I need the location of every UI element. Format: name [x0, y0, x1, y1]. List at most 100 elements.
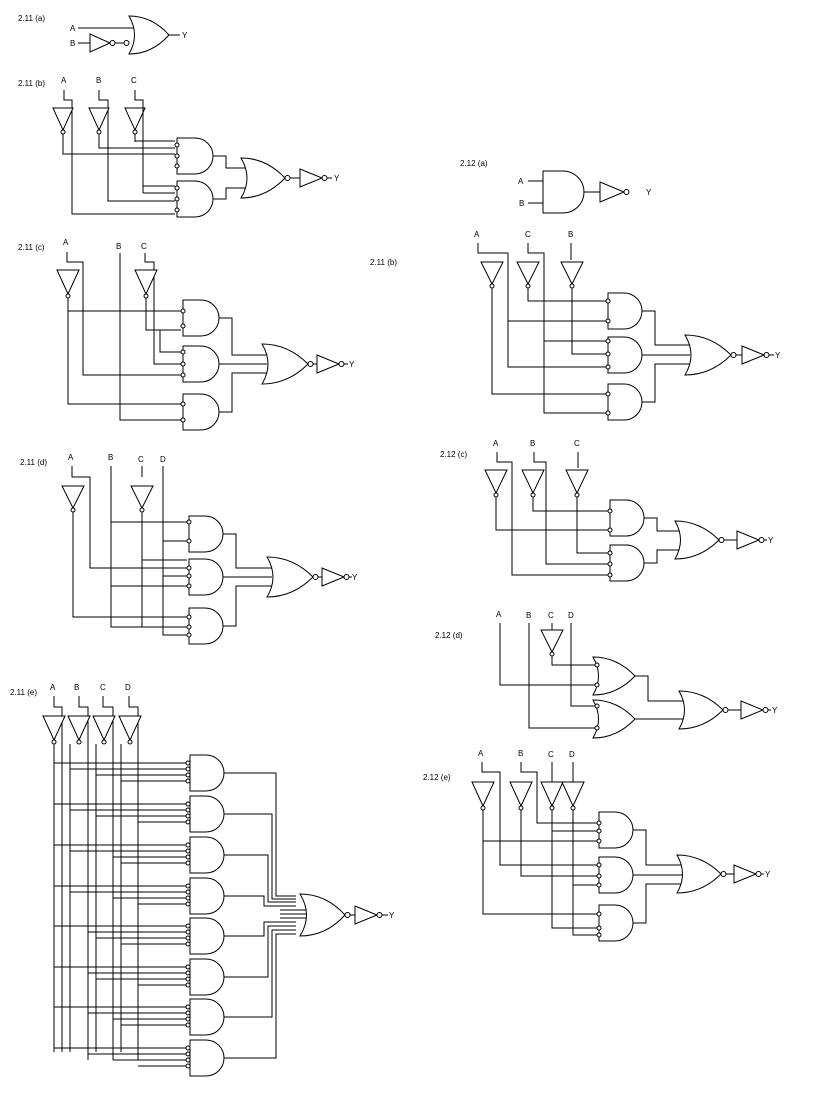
output-y-label: Y	[772, 706, 778, 715]
input-a-label: A	[474, 230, 480, 239]
inversion-bubble-icon	[185, 941, 191, 947]
caption-2-12-e: 2.12 (e)	[423, 773, 451, 782]
input-d-label: D	[568, 611, 574, 620]
input-c-label: C	[100, 683, 106, 692]
inversion-bubble-icon	[185, 1051, 191, 1057]
and-gate-icon	[189, 917, 225, 955]
input-b-label: B	[568, 230, 573, 239]
inversion-bubble-icon	[185, 982, 191, 988]
caption-2-11-a: 2.11 (a)	[18, 14, 45, 23]
inversion-bubble-icon	[185, 807, 191, 813]
or-gate-icon	[676, 854, 722, 894]
not-gate-icon	[484, 469, 508, 495]
and-gate-icon	[609, 499, 645, 537]
input-d-label: D	[569, 750, 575, 759]
input-b-label: B	[116, 242, 121, 251]
not-gate-icon	[321, 567, 346, 587]
and-gate-icon	[189, 836, 225, 874]
output-y-label: Y	[349, 360, 355, 369]
not-gate-icon	[560, 261, 584, 286]
or-gate-icon	[678, 690, 724, 730]
input-b-label: B	[526, 611, 531, 620]
inversion-bubble-icon	[185, 1063, 191, 1069]
caption-2-11-e: 2.11 (e)	[10, 688, 37, 697]
output-y-label: Y	[334, 174, 340, 183]
inversion-bubble-icon	[185, 1010, 191, 1016]
inversion-bubble-icon	[185, 772, 191, 778]
not-gate-icon	[316, 354, 341, 374]
inversion-bubble-icon	[185, 889, 191, 895]
input-b-label: B	[518, 749, 523, 758]
output-y-label: Y	[765, 870, 771, 879]
and-gate-icon	[542, 170, 585, 214]
input-a-label: A	[68, 453, 74, 462]
or-gate-icon	[592, 656, 636, 696]
not-gate-icon	[471, 781, 495, 808]
input-a-label: A	[50, 683, 56, 692]
or-gate-icon	[674, 520, 720, 560]
and-gate-icon	[176, 180, 214, 218]
input-c-label: C	[548, 750, 554, 759]
inversion-bubble-icon	[185, 760, 191, 766]
not-gate-icon	[521, 469, 545, 495]
not-gate-icon	[61, 485, 85, 510]
not-gate-icon	[124, 107, 146, 132]
and-gate-icon	[188, 607, 224, 645]
not-gate-icon	[733, 864, 758, 884]
not-gate-icon	[480, 261, 504, 286]
inversion-bubble-icon	[185, 1004, 191, 1010]
caption-2-11-d: 2.11 (d)	[20, 458, 47, 467]
circuit-2-12-d: 2.12 (d) A B C D Y	[435, 610, 778, 739]
not-gate-icon	[354, 905, 379, 925]
and-gate-icon	[607, 383, 643, 421]
not-gate-icon	[540, 629, 564, 654]
not-gate-icon	[67, 715, 91, 742]
and-gate-input-wires	[54, 760, 191, 1069]
input-a-label: A	[496, 610, 502, 619]
and-gate-icon	[189, 795, 225, 833]
output-y-label: Y	[352, 573, 358, 582]
not-gate-icon	[42, 715, 66, 742]
input-b-label: B	[96, 76, 101, 85]
and-gate-icon	[189, 958, 225, 996]
inversion-bubble-icon	[185, 1057, 191, 1063]
circuit-2-12-e: 2.12 (e) A B C D Y	[423, 749, 771, 942]
inversion-bubble-icon	[123, 40, 130, 46]
or-gate-icon	[128, 15, 170, 55]
not-gate-icon	[561, 781, 585, 808]
output-y-label: Y	[389, 911, 395, 920]
not-gate-icon	[118, 715, 142, 742]
circuit-2-12-c: 2.12 (c) A B C Y	[440, 439, 774, 582]
or-gate-icon	[266, 556, 314, 598]
and-gate-icon	[598, 856, 634, 894]
and-gate-icon	[176, 137, 214, 175]
circuit-2-11-e: 2.11 (e) A B C D	[10, 683, 395, 1077]
and-gate-icon	[189, 998, 225, 1036]
inversion-bubble-icon	[185, 842, 191, 848]
and-gate-icon	[598, 904, 634, 942]
and-gate-bank	[189, 754, 225, 1077]
not-gate-icon	[52, 107, 74, 132]
and-gate-icon	[609, 544, 645, 582]
not-gate-icon	[509, 781, 533, 808]
input-d-label: D	[125, 683, 131, 692]
not-gate-icon	[134, 269, 158, 296]
inversion-bubble-icon	[185, 801, 191, 807]
circuit-2-12-b: 2.11 (b) A C B Y	[370, 230, 781, 421]
inversion-bubble-icon	[185, 1022, 191, 1028]
inversion-bubble-icon	[185, 766, 191, 772]
input-b-label: B	[519, 199, 524, 208]
input-a-label: A	[478, 749, 484, 758]
and-gate-icon	[182, 299, 220, 337]
not-gate-icon	[736, 530, 761, 550]
or-gate-icon	[684, 334, 732, 376]
input-b-label: B	[108, 453, 113, 462]
input-a-label: A	[63, 238, 69, 247]
circuit-2-11-c: 2.11 (c) A B C Y	[18, 238, 355, 431]
circuit-2-11-d: 2.11 (d) A B C D Y	[20, 453, 358, 645]
input-c-label: C	[548, 611, 554, 620]
input-d-label: D	[160, 455, 166, 464]
caption-2-12-c: 2.12 (c)	[440, 450, 467, 459]
input-c-label: C	[141, 242, 147, 251]
